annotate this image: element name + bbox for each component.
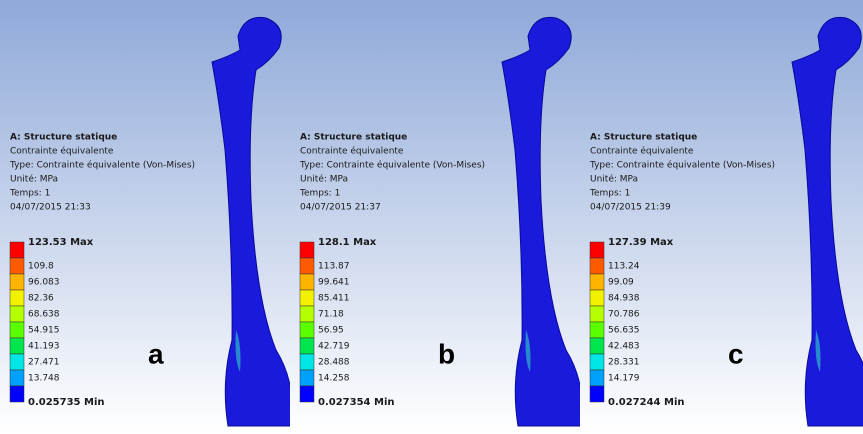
legend-label: 56.95 [318, 326, 344, 336]
legend-swatch [300, 306, 314, 322]
legend-label: 42.719 [318, 342, 350, 352]
header-line: Contrainte équivalente [10, 146, 114, 157]
legend-swatch [590, 338, 604, 354]
header-line: 04/07/2015 21:33 [10, 203, 91, 213]
legend-swatch [10, 386, 24, 402]
screenshot: A: Structure statique Contrainte équivale… [0, 0, 863, 434]
legend-label: 82.36 [28, 294, 54, 304]
legend-label: 71.18 [318, 310, 344, 320]
legend-label: 128.1 Max [318, 237, 377, 248]
legend-swatch [300, 370, 314, 386]
legend-label: 41.193 [28, 342, 60, 352]
legend-label: 127.39 Max [608, 237, 674, 248]
legend-label: 54.915 [28, 326, 60, 336]
panel-label: c [728, 338, 744, 369]
legend-swatch [300, 386, 314, 402]
header-line: Contrainte équivalente [300, 146, 404, 157]
legend-label: 42.483 [608, 342, 640, 352]
header-line: Temps: 1 [9, 189, 50, 199]
legend-label: 85.411 [318, 294, 350, 304]
legend-label: 27.471 [28, 358, 60, 368]
panel-label: a [148, 338, 164, 369]
legend-swatch [300, 338, 314, 354]
header-title: A: Structure statique [10, 133, 117, 143]
result-panel: A: Structure statique Contrainte équivale… [0, 0, 293, 434]
legend-swatch [300, 242, 314, 258]
legend-swatch [10, 322, 24, 338]
legend-swatch [10, 370, 24, 386]
legend-swatch [300, 354, 314, 370]
legend-swatch [10, 258, 24, 274]
legend-label: 96.083 [28, 278, 60, 288]
legend-swatch [590, 386, 604, 402]
legend-label: 70.786 [608, 310, 640, 320]
legend-label: 84.938 [608, 294, 640, 304]
legend-swatch [590, 322, 604, 338]
legend-label: 0.027354 Min [318, 397, 394, 408]
legend-swatch [590, 258, 604, 274]
legend-label: 68.638 [28, 310, 60, 320]
legend-swatch [590, 354, 604, 370]
header-line: Temps: 1 [299, 189, 340, 199]
legend-label: 56.635 [608, 326, 640, 336]
header-line: Type: Contrainte équivalente (Von-Mises) [589, 160, 775, 171]
legend-swatch [10, 274, 24, 290]
legend-swatch [300, 322, 314, 338]
header-line: 04/07/2015 21:39 [590, 203, 671, 213]
header-line: Unité: MPa [590, 174, 638, 185]
header-line: Unité: MPa [10, 174, 58, 185]
legend-label: 99.641 [318, 278, 350, 288]
legend-swatch [10, 306, 24, 322]
legend-label: 109.8 [28, 262, 54, 272]
legend-swatch [300, 258, 314, 274]
legend-label: 28.331 [608, 358, 640, 368]
legend-swatch [10, 354, 24, 370]
header-line: Type: Contrainte équivalente (Von-Mises) [299, 160, 485, 171]
legend-label: 0.027244 Min [608, 397, 684, 408]
legend-swatch [590, 274, 604, 290]
legend-label: 13.748 [28, 374, 60, 384]
header-title: A: Structure statique [300, 133, 407, 143]
legend-label: 0.025735 Min [28, 397, 104, 408]
legend-swatch [590, 242, 604, 258]
legend-label: 99.09 [608, 278, 634, 288]
panel-label: b [438, 338, 455, 369]
legend-swatch [10, 290, 24, 306]
legend-swatch [10, 242, 24, 258]
legend-label: 113.87 [318, 262, 350, 272]
header-line: Unité: MPa [300, 174, 348, 185]
result-panel: A: Structure statique Contrainte équivale… [580, 0, 863, 434]
header-title: A: Structure statique [590, 133, 697, 143]
legend-swatch [590, 370, 604, 386]
legend-label: 14.258 [318, 374, 350, 384]
legend-label: 14.179 [608, 374, 640, 384]
header-line: Temps: 1 [589, 189, 630, 199]
result-panel: A: Structure statique Contrainte équivale… [290, 0, 583, 434]
legend-swatch [590, 290, 604, 306]
legend-swatch [10, 338, 24, 354]
legend-swatch [590, 306, 604, 322]
legend-label: 28.488 [318, 358, 350, 368]
header-line: 04/07/2015 21:37 [300, 203, 381, 213]
legend-label: 113.24 [608, 262, 640, 272]
legend-label: 123.53 Max [28, 237, 94, 248]
header-line: Contrainte équivalente [590, 146, 694, 157]
header-line: Type: Contrainte équivalente (Von-Mises) [9, 160, 195, 171]
legend-swatch [300, 274, 314, 290]
legend-swatch [300, 290, 314, 306]
